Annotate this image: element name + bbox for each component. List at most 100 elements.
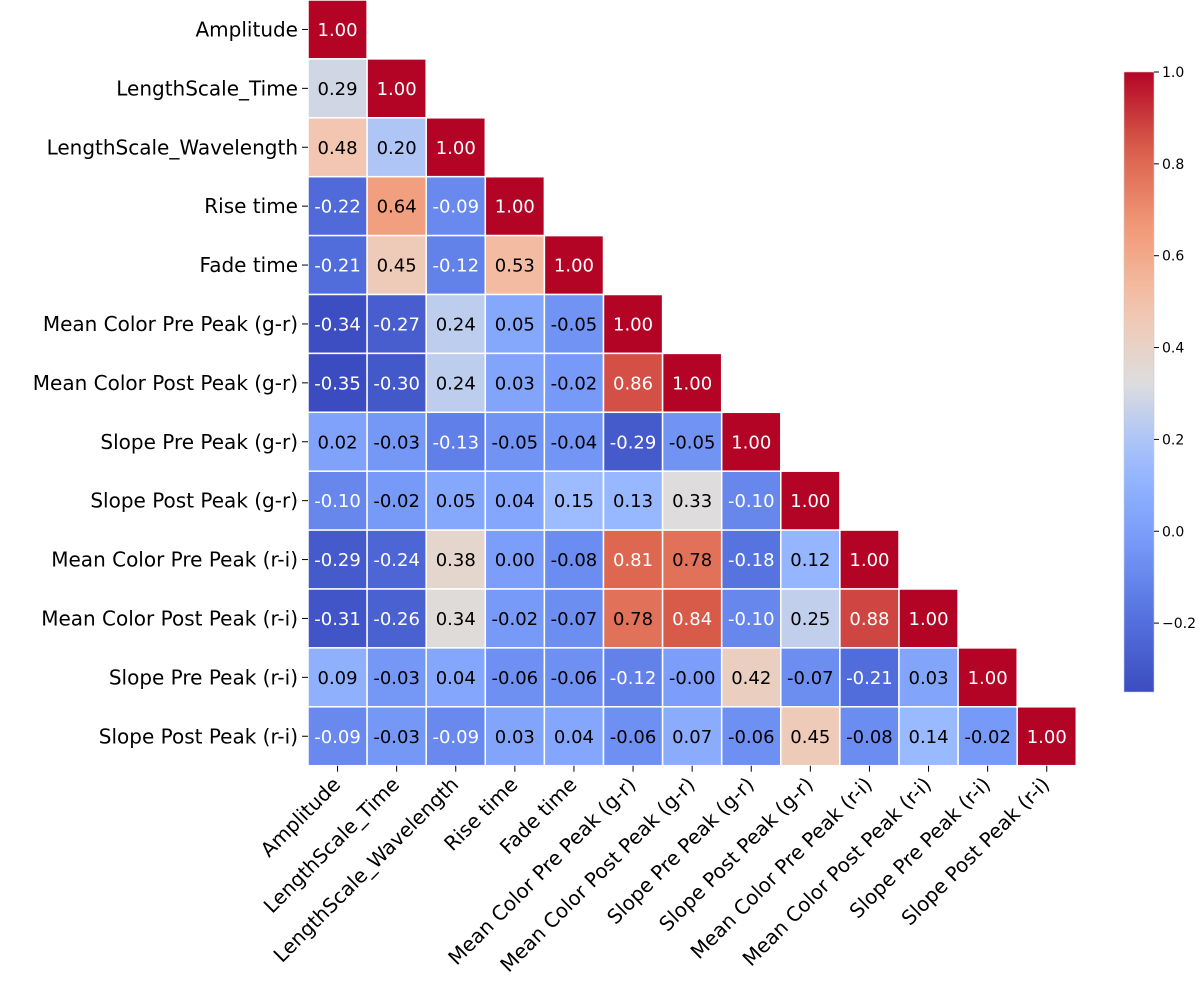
heatmap-cell [602,706,664,767]
column-labels: AmplitudeLengthScale_TimeLengthScale_Wav… [256,765,1054,977]
cell-value: 0.48 [318,138,358,159]
heatmap-cell [366,706,427,767]
row-label: Slope Post Peak (r-i) [99,724,298,748]
cell-value: 0.64 [377,197,417,218]
cell-value: -0.08 [846,727,893,748]
heatmap-cell [543,352,605,414]
row-label: Rise time [204,194,298,218]
heatmap-cell [661,352,723,414]
colorbar-tick-label: 0.2 [1162,432,1184,448]
heatmap-cell [602,588,664,649]
cell-value: 0.04 [436,668,476,689]
heatmap-cell [366,234,427,296]
cell-value: 0.38 [436,550,476,571]
heatmap-cell [543,588,605,649]
heatmap-cell [661,529,723,590]
row-label: LengthScale_Time [116,76,298,100]
cell-value: 0.04 [554,727,594,748]
colorbar-ticks: 1.0 0.8 0.6 0.4 0.2 0.0 −0.2 [1123,65,1196,693]
cell-value: -0.10 [728,491,775,512]
cell-value: -0.07 [787,668,834,689]
cell-value: -0.03 [373,727,420,748]
heatmap-cell [366,470,427,531]
cell-value: -0.05 [492,432,539,453]
cell-value: -0.06 [492,668,539,689]
cell-value: 0.03 [909,668,949,689]
cell-value: 0.09 [318,668,358,689]
heatmap-cell [307,529,368,590]
cell-value: 0.78 [672,550,712,571]
cell-value: -0.24 [373,550,420,571]
row-label: Mean Color Pre Peak (g-r) [43,312,298,336]
row-label: Mean Color Post Peak (g-r) [33,371,298,395]
cell-value: 1.00 [1027,727,1067,748]
heatmap-cell [484,588,546,649]
heatmap-cell [780,470,841,531]
colorbar-tick-label: 0.6 [1162,249,1184,265]
cell-value: 0.04 [495,491,535,512]
cell-value: -0.07 [551,609,598,630]
cell-value: 0.03 [495,373,535,394]
cell-value: 0.13 [613,491,653,512]
cell-value: 0.45 [790,727,830,748]
cell-value: 1.00 [436,138,476,159]
cell-value: 0.07 [672,727,712,748]
heatmap-cell [366,352,427,414]
colorbar-gradient [1124,72,1154,692]
cell-value: -0.06 [728,727,775,748]
cell-value: 0.15 [554,491,594,512]
cell-value: -0.21 [314,256,361,277]
cell-value: 1.00 [731,432,771,453]
cell-value: -0.02 [492,609,539,630]
cell-value: 1.00 [909,609,949,630]
heatmap-cell [425,529,487,590]
cell-value: -0.02 [551,373,598,394]
heatmap-cell [484,175,546,237]
cell-value: -0.09 [432,197,479,218]
heatmap-cell [484,529,546,590]
cell-value: 0.05 [495,314,535,335]
heatmap-cell [366,647,427,708]
cell-value: -0.10 [728,609,775,630]
cell-value: -0.06 [551,668,598,689]
heatmap-cell [366,117,427,178]
heatmap-cell [661,647,723,708]
cell-value: -0.09 [432,727,479,748]
cell-value: -0.26 [373,609,420,630]
cell-value: 0.03 [495,727,535,748]
cell-value: 1.00 [554,256,594,277]
heatmap-cell [425,588,487,649]
cell-value: 0.05 [436,491,476,512]
cell-value: 0.20 [377,138,417,159]
heatmap-cell [484,293,546,355]
heatmap-cell [366,411,427,472]
cell-value: 0.00 [495,550,535,571]
heatmap-cell [307,411,368,472]
row-label: Slope Post Peak (g-r) [90,489,298,513]
cell-value: 0.53 [495,256,535,277]
heatmap-cell [307,58,368,119]
heatmap-cell [307,706,368,767]
cell-value: 1.00 [790,491,830,512]
cell-value: -0.06 [610,727,657,748]
cell-value: -0.10 [314,491,361,512]
colorbar-tick-label: 1.0 [1162,65,1184,81]
heatmap-cell [661,411,723,472]
heatmap-cell [839,529,900,590]
cell-value: 1.00 [495,197,535,218]
cell-value: 0.84 [672,609,712,630]
heatmap-cells: 1.00 0.29 1.00 0.48 0.20 1.00 -0.22 0.64 -0.09 1.… [307,0,1078,767]
cell-value: 0.78 [613,609,653,630]
heatmap-cell [720,706,782,767]
cell-value: -0.09 [314,727,361,748]
cell-value: 0.29 [318,79,358,100]
heatmap-cell [307,234,368,296]
colorbar-border [1123,71,1155,693]
heatmap-cell [425,234,487,296]
cell-value: -0.03 [373,668,420,689]
heatmap-cell [602,293,664,355]
cell-value: 0.33 [672,491,712,512]
cell-value: -0.02 [964,727,1011,748]
cell-value: 1.00 [318,20,358,41]
